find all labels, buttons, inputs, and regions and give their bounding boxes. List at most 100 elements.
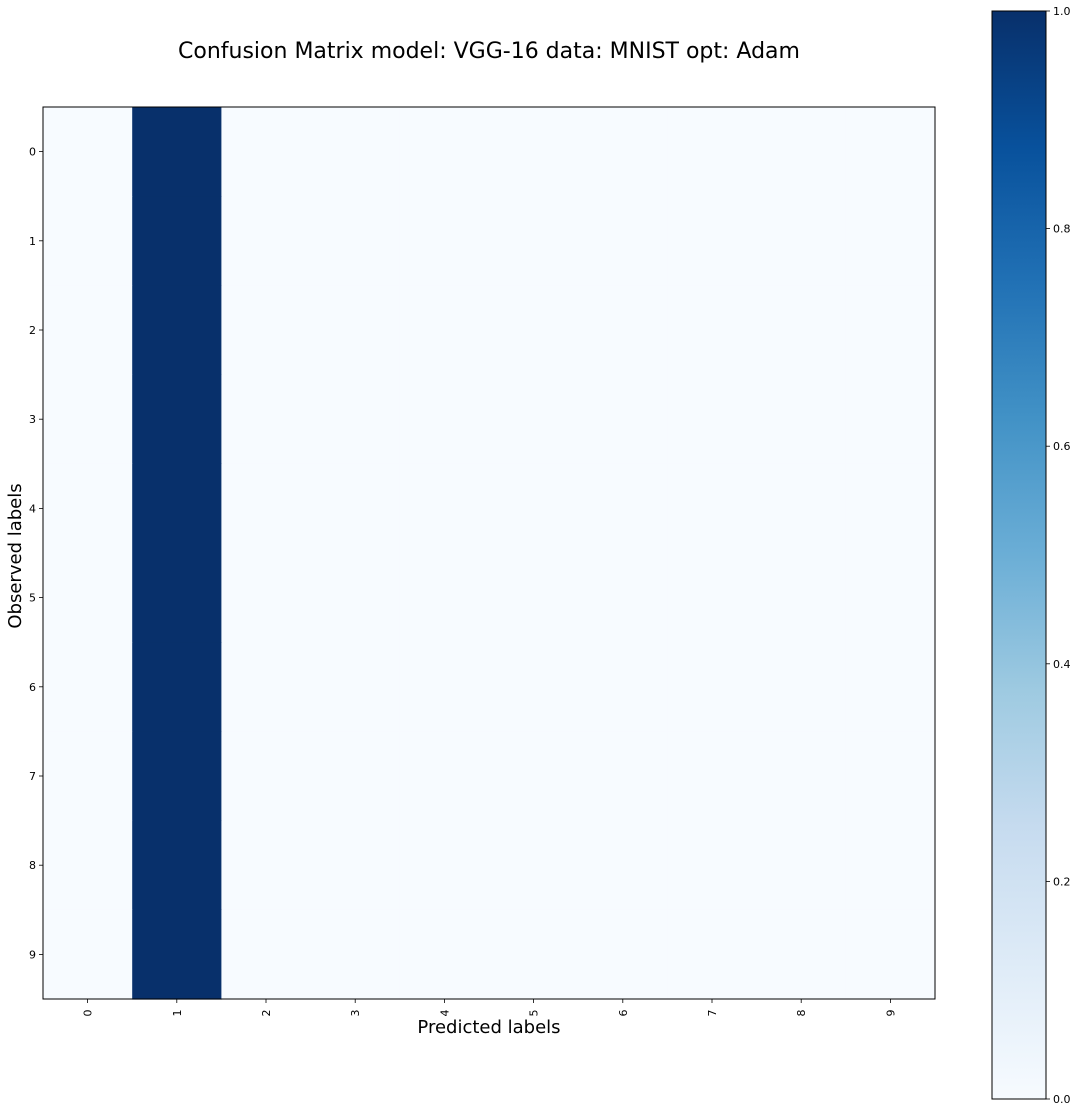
heatmap-cell-9-8 <box>756 909 847 1000</box>
x-tick-label-9: 9 <box>884 1010 897 1017</box>
colorbar-tick-label-5: 1.0 <box>1053 5 1071 18</box>
x-tick-label-5: 5 <box>528 1010 541 1017</box>
heatmap-cell-3-9 <box>845 374 936 465</box>
heatmap-cell-5-9 <box>845 553 936 643</box>
y-tick-label-3: 3 <box>29 413 36 426</box>
heatmap-cell-6-3 <box>310 642 401 732</box>
heatmap-cell-0-1 <box>132 107 222 197</box>
heatmap-cell-6-9 <box>845 642 936 732</box>
x-tick-label-7: 7 <box>706 1010 719 1017</box>
heatmap-cell-7-6 <box>578 731 668 822</box>
heatmap-cell-4-4 <box>399 463 490 554</box>
heatmap-cell-3-7 <box>667 374 758 465</box>
heatmap-cell-6-2 <box>221 642 312 732</box>
y-tick-label-2: 2 <box>29 324 36 337</box>
heatmap-cell-3-8 <box>756 374 847 465</box>
heatmap-cell-2-4 <box>399 285 490 376</box>
heatmap-cell-2-6 <box>578 285 668 376</box>
heatmap-cell-4-8 <box>756 463 847 554</box>
heatmap-cell-8-3 <box>310 820 401 911</box>
heatmap-cell-6-5 <box>489 642 579 732</box>
heatmap-cell-5-8 <box>756 553 847 643</box>
heatmap-cell-6-4 <box>399 642 490 732</box>
heatmap-cell-0-2 <box>221 107 312 197</box>
heatmap-cell-3-1 <box>132 374 222 465</box>
heatmap-cell-2-0 <box>43 285 133 376</box>
heatmap-cell-0-4 <box>399 107 490 197</box>
heatmap-cell-7-4 <box>399 731 490 822</box>
colorbar-tick-label-3: 0.6 <box>1053 440 1071 453</box>
heatmap-cell-9-7 <box>667 909 758 1000</box>
heatmap-cell-1-9 <box>845 196 936 286</box>
heatmap-cell-3-5 <box>489 374 579 465</box>
heatmap-cell-1-4 <box>399 196 490 286</box>
y-tick-label-4: 4 <box>29 502 36 515</box>
heatmap-cell-7-9 <box>845 731 936 822</box>
heatmap-cell-9-1 <box>132 909 222 1000</box>
heatmap-cell-0-6 <box>578 107 668 197</box>
colorbar-ticks: 0.0 0.2 0.4 0.6 0.8 1.0 <box>1046 5 1071 1106</box>
y-tick-label-7: 7 <box>29 770 36 783</box>
heatmap-cell-3-2 <box>221 374 312 465</box>
heatmap-cell-0-5 <box>489 107 579 197</box>
heatmap-cell-6-8 <box>756 642 847 732</box>
x-axis-ticks: 0 1 2 3 4 5 6 7 8 9 <box>82 999 897 1017</box>
heatmap-cell-4-7 <box>667 463 758 554</box>
colorbar-frame <box>991 10 1047 1100</box>
heatmap-cell-0-0 <box>43 107 133 197</box>
heatmap-cell-7-0 <box>43 731 133 822</box>
y-axis-label: Observed labels <box>5 483 26 628</box>
colorbar-tick-label-1: 0.2 <box>1053 875 1071 888</box>
heatmap-cell-2-9 <box>845 285 936 376</box>
heatmap-cell-6-0 <box>43 642 133 732</box>
x-tick-label-8: 8 <box>795 1010 808 1017</box>
colorbar-tick-label-2: 0.4 <box>1053 658 1071 671</box>
heatmap-cell-5-4 <box>399 553 490 643</box>
heatmap-cell-5-0 <box>43 553 133 643</box>
y-tick-label-6: 6 <box>29 681 36 694</box>
x-tick-label-3: 3 <box>349 1010 362 1017</box>
heatmap-cell-9-4 <box>399 909 490 1000</box>
y-tick-label-8: 8 <box>29 859 36 872</box>
heatmap-cell-5-7 <box>667 553 758 643</box>
heatmap-cell-5-5 <box>489 553 579 643</box>
heatmap-cell-1-7 <box>667 196 758 286</box>
heatmap-cell-8-4 <box>399 820 490 911</box>
heatmap-cell-1-5 <box>489 196 579 286</box>
heatmap-cell-8-8 <box>756 820 847 911</box>
heatmap-cell-9-6 <box>578 909 668 1000</box>
heatmap-cell-8-1 <box>132 820 222 911</box>
heatmap-cell-3-0 <box>43 374 133 465</box>
heatmap-cell-9-3 <box>310 909 401 1000</box>
heatmap-cell-5-6 <box>578 553 668 643</box>
heatmap-cell-1-1 <box>132 196 222 286</box>
heatmap-cell-3-3 <box>310 374 401 465</box>
heatmap-cell-0-7 <box>667 107 758 197</box>
heatmap-cell-1-2 <box>221 196 312 286</box>
heatmap-cell-4-3 <box>310 463 401 554</box>
heatmap-cell-2-2 <box>221 285 312 376</box>
colorbar-tick-label-0: 0.0 <box>1053 1093 1071 1106</box>
heatmap-cells <box>43 107 936 1000</box>
heatmap-cell-3-4 <box>399 374 490 465</box>
heatmap-cell-9-0 <box>43 909 133 1000</box>
heatmap-cell-2-8 <box>756 285 847 376</box>
heatmap-cell-0-8 <box>756 107 847 197</box>
x-tick-label-6: 6 <box>617 1010 630 1017</box>
heatmap-cell-1-6 <box>578 196 668 286</box>
heatmap-cell-1-0 <box>43 196 133 286</box>
y-tick-label-5: 5 <box>29 592 36 605</box>
heatmap-cell-7-2 <box>221 731 312 822</box>
y-tick-label-9: 9 <box>29 948 36 961</box>
x-axis-label: Predicted labels <box>417 1017 560 1038</box>
heatmap-cell-0-9 <box>845 107 936 197</box>
heatmap-cell-2-1 <box>132 285 222 376</box>
heatmap-cell-8-2 <box>221 820 312 911</box>
colorbar <box>992 11 1046 1099</box>
heatmap-cell-8-0 <box>43 820 133 911</box>
heatmap-cell-9-9 <box>845 909 936 1000</box>
heatmap-cell-6-1 <box>132 642 222 732</box>
heatmap-cell-9-5 <box>489 909 579 1000</box>
heatmap-cell-4-6 <box>578 463 668 554</box>
